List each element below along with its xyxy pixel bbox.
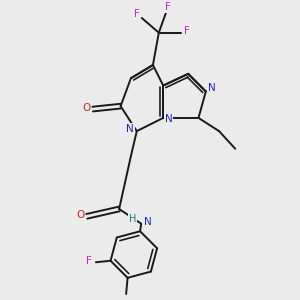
Text: O: O: [76, 210, 85, 220]
Text: N: N: [144, 217, 152, 227]
Text: F: F: [184, 26, 190, 36]
Text: H: H: [129, 214, 137, 224]
Text: F: F: [134, 10, 140, 20]
Text: N: N: [208, 83, 216, 93]
Text: N: N: [165, 114, 172, 124]
Text: O: O: [82, 103, 90, 112]
Text: F: F: [86, 256, 92, 266]
Text: N: N: [126, 124, 134, 134]
Text: F: F: [165, 2, 171, 12]
